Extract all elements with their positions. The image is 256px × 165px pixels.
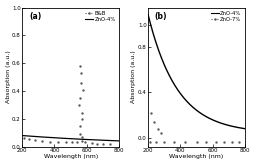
X-axis label: Wavelength (nm): Wavelength (nm) xyxy=(169,154,224,159)
Y-axis label: Absorption (a.u.): Absorption (a.u.) xyxy=(6,51,10,103)
Legend: ZnO-4%, ZnO-7%: ZnO-4%, ZnO-7% xyxy=(210,10,242,23)
Y-axis label: Absorption (a.u.): Absorption (a.u.) xyxy=(132,51,136,103)
Text: (a): (a) xyxy=(29,12,41,21)
Text: (b): (b) xyxy=(155,12,167,21)
Legend: B&B, ZnO-4%: B&B, ZnO-4% xyxy=(84,10,117,23)
X-axis label: Wavelength (nm): Wavelength (nm) xyxy=(44,154,98,159)
